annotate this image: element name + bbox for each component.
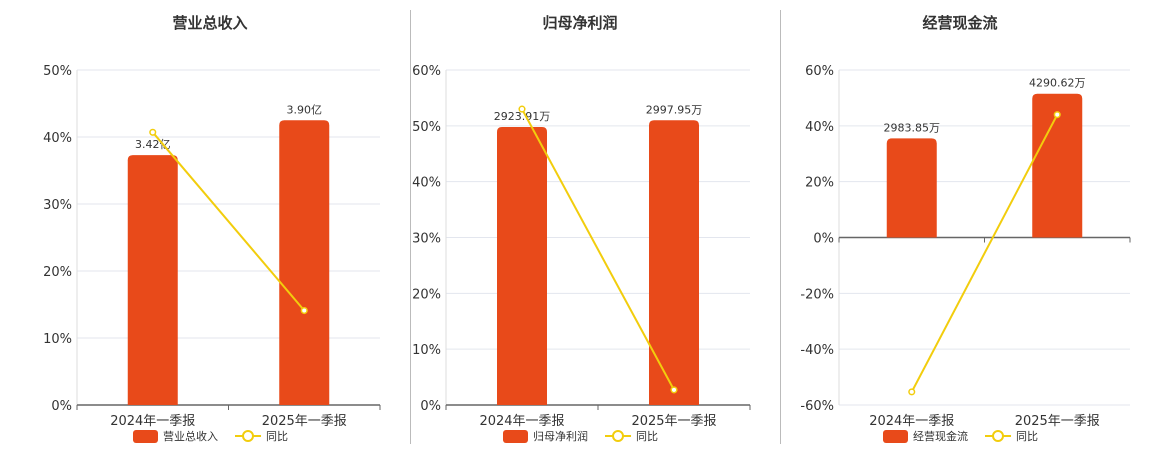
y-tick-label: 30% bbox=[412, 232, 441, 247]
bar-value-label: 4290.62万 bbox=[1029, 77, 1086, 90]
legend-bar-swatch bbox=[883, 430, 908, 443]
x-category-label: 2025年一季报 bbox=[631, 414, 716, 429]
x-category-label: 2025年一季报 bbox=[1015, 414, 1100, 429]
legend-line-label: 同比 bbox=[636, 430, 658, 443]
y-tick-label: 10% bbox=[43, 332, 72, 347]
bar-value-label: 3.42亿 bbox=[135, 138, 171, 151]
bar bbox=[279, 120, 330, 405]
yoy-line bbox=[151, 131, 306, 312]
y-tick-label: 30% bbox=[43, 198, 72, 213]
legend-bar-label: 营业总收入 bbox=[163, 429, 218, 443]
y-tick-label: 0% bbox=[51, 399, 72, 414]
bar-value-label: 2997.95万 bbox=[646, 103, 703, 116]
y-tick-label: 40% bbox=[412, 176, 441, 191]
bar bbox=[1032, 93, 1083, 238]
chart-panel-cash-flow: 经营现金流 60% 40% 20% 0% -20% -40% -60% 2983.85万 2024… bbox=[780, 0, 1160, 450]
bar-value-label: 2983.85万 bbox=[884, 121, 941, 134]
chart-svg-net-profit: 归母净利润 60% 50% 40% 30% 20% 10% 0% 2923.91万 2024年一季… bbox=[412, 14, 751, 443]
legend-bar-label: 经营现金流 bbox=[913, 429, 968, 443]
y-tick-label: 60% bbox=[412, 64, 441, 79]
y-tick-label: -20% bbox=[800, 287, 834, 302]
yoy-point bbox=[1053, 111, 1061, 119]
y-tick-label: 10% bbox=[412, 343, 441, 358]
y-tick-label: -60% bbox=[800, 399, 834, 414]
yoy-point bbox=[518, 105, 526, 113]
x-category-label: 2024年一季报 bbox=[869, 414, 954, 429]
y-tick-label: 50% bbox=[43, 64, 72, 79]
bar-value-label: 3.90亿 bbox=[287, 103, 323, 116]
panel-divider bbox=[780, 10, 781, 444]
chart-title: 营业总收入 bbox=[172, 14, 247, 32]
legend-line-marker bbox=[612, 430, 624, 442]
legend-bar-label: 归母净利润 bbox=[533, 429, 588, 443]
yoy-line bbox=[521, 108, 675, 391]
legend-line-label: 同比 bbox=[1016, 430, 1038, 443]
y-tick-label: 20% bbox=[412, 287, 441, 302]
legend-line-marker bbox=[992, 430, 1004, 442]
chart-panel-revenue: 营业总收入 50% 40% 30% 20% 10% 0% 3.42亿 2024年一季报 3.90亿… bbox=[0, 0, 410, 450]
yoy-point bbox=[300, 306, 308, 315]
chart-title: 归母净利润 bbox=[542, 14, 617, 32]
bar bbox=[649, 120, 699, 405]
chart-title: 经营现金流 bbox=[922, 14, 997, 32]
chart-svg-revenue: 营业总收入 50% 40% 30% 20% 10% 0% 3.42亿 2024年一季报 3.90亿… bbox=[43, 14, 381, 443]
y-tick-label: 50% bbox=[412, 120, 441, 135]
y-tick-label: 20% bbox=[805, 176, 834, 191]
yoy-point bbox=[149, 128, 157, 136]
y-tick-label: 40% bbox=[43, 131, 72, 146]
y-tick-label: 0% bbox=[420, 399, 441, 414]
y-tick-label: 60% bbox=[805, 64, 834, 79]
x-category-label: 2024年一季报 bbox=[110, 414, 195, 429]
chart-svg-cash-flow: 经营现金流 60% 40% 20% 0% -20% -40% -60% 2983.85万 2024… bbox=[800, 14, 1131, 443]
legend-line-marker bbox=[242, 430, 254, 442]
chart-panel-net-profit: 归母净利润 60% 50% 40% 30% 20% 10% 0% 2923.91万 2024年一季… bbox=[410, 0, 780, 450]
legend-bar-swatch bbox=[503, 430, 528, 443]
bar bbox=[886, 138, 937, 238]
bar bbox=[127, 155, 178, 405]
legend-line-label: 同比 bbox=[266, 430, 288, 443]
bar bbox=[497, 126, 547, 405]
panel-divider bbox=[410, 10, 411, 444]
y-tick-label: 40% bbox=[805, 120, 834, 135]
x-category-label: 2025年一季报 bbox=[262, 414, 347, 429]
x-category-label: 2024年一季报 bbox=[479, 414, 564, 429]
y-tick-label: -40% bbox=[800, 343, 834, 358]
yoy-line bbox=[910, 114, 1059, 393]
bar-value-label: 2923.91万 bbox=[494, 110, 551, 123]
yoy-point bbox=[670, 386, 678, 394]
y-tick-label: 0% bbox=[813, 232, 834, 247]
y-tick-label: 20% bbox=[43, 265, 72, 280]
legend-bar-swatch bbox=[133, 430, 158, 443]
yoy-point bbox=[908, 388, 916, 396]
